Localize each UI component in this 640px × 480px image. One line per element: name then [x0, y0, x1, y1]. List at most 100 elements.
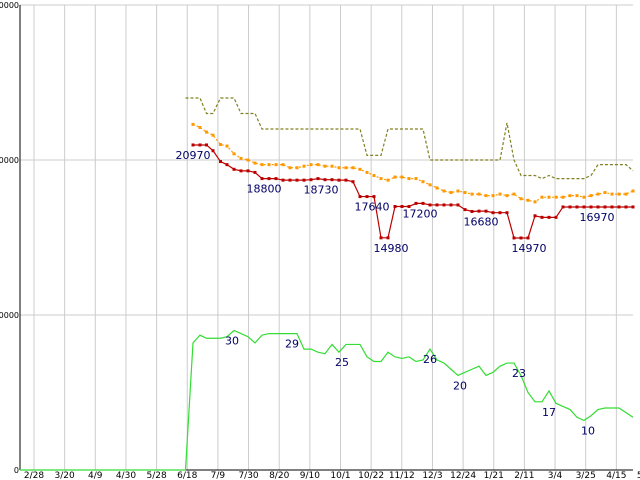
point-avg — [365, 170, 369, 174]
point-avg — [575, 194, 579, 198]
x-tick-label: 3/4 — [548, 471, 563, 480]
point-avg — [386, 178, 390, 182]
data-label: 20970 — [176, 149, 211, 162]
point-avg — [267, 163, 271, 167]
point-min — [477, 209, 481, 213]
point-min — [358, 195, 362, 199]
point-avg — [414, 177, 418, 181]
point-avg — [232, 152, 236, 156]
point-min — [435, 203, 439, 207]
point-min — [281, 178, 285, 182]
point-min — [449, 203, 453, 207]
point-avg — [624, 192, 628, 196]
data-label: 14980 — [374, 242, 409, 255]
point-avg — [463, 191, 467, 195]
point-min — [232, 167, 236, 171]
data-label: 30 — [225, 335, 239, 348]
point-avg — [344, 166, 348, 170]
point-min — [589, 205, 593, 209]
point-avg — [526, 198, 530, 202]
data-label: 23 — [512, 367, 526, 380]
point-min — [421, 201, 425, 205]
point-avg — [281, 163, 285, 167]
point-min — [498, 211, 502, 215]
x-tick-label: 10/1 — [330, 471, 350, 480]
point-avg — [358, 167, 362, 171]
point-avg — [617, 192, 621, 196]
point-min — [302, 178, 306, 182]
point-min — [568, 205, 572, 209]
point-avg — [512, 192, 516, 196]
x-tick-label: 5/28 — [146, 471, 166, 480]
point-avg — [253, 161, 257, 165]
point-min — [330, 178, 334, 182]
point-avg — [330, 164, 334, 168]
point-min — [260, 177, 264, 181]
point-avg — [631, 189, 635, 193]
point-avg — [198, 125, 202, 129]
point-avg — [351, 166, 355, 170]
data-label: 20 — [453, 379, 467, 392]
data-label: 17 — [542, 406, 556, 419]
x-tick-label: 5/13 — [637, 471, 640, 480]
point-avg — [589, 194, 593, 198]
point-min — [554, 215, 558, 219]
x-tick-label: 11/12 — [389, 471, 415, 480]
point-min — [344, 178, 348, 182]
point-min — [470, 209, 474, 213]
data-label: 18730 — [304, 184, 339, 197]
point-avg — [372, 174, 376, 177]
point-avg — [379, 177, 383, 181]
point-min — [596, 205, 600, 209]
x-tick-labels: 2/28 3/20 4/9 4/30 5/28 6/18 7/9 7/30 8/20 9/10 10… — [24, 471, 640, 480]
point-avg — [274, 163, 278, 167]
x-tick-label: 4/30 — [116, 471, 136, 480]
point-min — [288, 178, 292, 182]
point-avg — [205, 130, 208, 134]
point-avg — [393, 175, 397, 179]
point-min — [400, 205, 404, 208]
point-min — [309, 178, 313, 182]
point-avg — [610, 192, 614, 196]
point-min — [351, 180, 355, 184]
point-min — [484, 209, 488, 213]
point-avg — [505, 194, 509, 198]
x-tick-label: 10/22 — [358, 471, 384, 480]
point-avg — [547, 195, 551, 199]
x-tick-label: 9/10 — [300, 471, 320, 480]
point-avg — [211, 133, 215, 137]
point-avg — [428, 183, 432, 187]
plot-background — [20, 5, 633, 470]
point-avg — [309, 163, 313, 167]
data-label: 17640 — [355, 201, 390, 214]
point-avg — [191, 122, 195, 126]
point-avg — [407, 177, 411, 181]
x-tick-label: 4/15 — [606, 471, 626, 480]
point-min — [198, 143, 202, 147]
point-min — [624, 205, 628, 209]
series-line-avg — [192, 123, 634, 203]
point-min — [372, 195, 376, 199]
point-avg — [316, 163, 320, 167]
point-min — [337, 178, 341, 182]
data-label: 18800 — [247, 183, 282, 196]
point-min — [225, 163, 229, 167]
y-tick-labels: 0 10000 20000 30000 — [0, 1, 19, 475]
x-tick-label: 2/28 — [24, 471, 44, 480]
data-labels: 20970 18800 18730 17640 14980 17200 16680 14970… — [176, 149, 615, 437]
point-avg — [470, 192, 474, 196]
point-min — [512, 236, 516, 240]
data-label: 26 — [423, 353, 437, 366]
point-min — [274, 177, 278, 181]
x-tick-label: 12/24 — [450, 471, 476, 480]
point-min — [246, 169, 250, 173]
point-min — [442, 203, 446, 207]
data-label: 17200 — [403, 207, 438, 220]
x-tick-label: 1/21 — [484, 471, 504, 480]
point-avg — [442, 189, 446, 193]
y-tick-label: 20000 — [0, 156, 19, 165]
x-tick-label: 4/9 — [88, 471, 103, 480]
point-avg — [302, 164, 306, 168]
point-avg — [225, 144, 229, 148]
